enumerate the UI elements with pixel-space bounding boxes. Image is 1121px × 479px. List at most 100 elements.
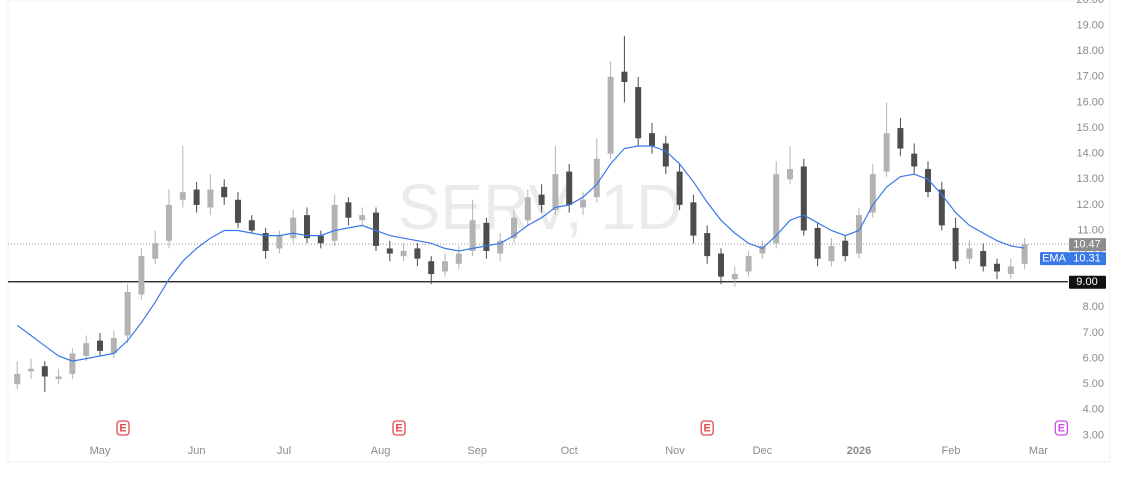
candle-body: [538, 194, 545, 205]
event-marker: [700, 420, 714, 436]
candle-body: [359, 215, 366, 221]
candle-body: [345, 202, 352, 218]
ema-value-label: 10.31: [1073, 252, 1101, 264]
event-label: E: [704, 422, 711, 434]
y-tick-label: 5.00: [1083, 378, 1104, 390]
candle-body: [400, 250, 407, 257]
candle-body: [994, 263, 1000, 272]
watermark: SERV, 1D: [398, 171, 683, 243]
candle-body: [580, 199, 586, 208]
candle-body: [635, 87, 642, 139]
y-tick-label: 15.00: [1076, 122, 1104, 134]
candle-body: [69, 353, 76, 374]
y-tick-label: 6.00: [1083, 352, 1104, 364]
candle-body: [745, 256, 752, 272]
event-marker: [1054, 420, 1069, 436]
x-tick-label: Nov: [665, 445, 685, 457]
level-label: 9.00: [1076, 276, 1097, 288]
candle-body: [373, 212, 379, 246]
event-label: E: [119, 422, 126, 434]
candle-body: [883, 133, 890, 172]
candle-body: [800, 166, 807, 231]
x-tick-label: Aug: [371, 445, 391, 457]
y-tick-label: 14.00: [1076, 148, 1104, 160]
x-tick-label: Mar: [1029, 445, 1048, 457]
candle-body: [566, 171, 573, 205]
candle-body: [97, 340, 103, 351]
y-tick-label: 17.00: [1076, 71, 1104, 83]
ema-value-box: [1069, 252, 1106, 266]
candle-body: [676, 171, 683, 205]
candle-body: [207, 189, 214, 208]
x-tick-label: Oct: [561, 445, 578, 457]
candle-body: [55, 376, 62, 380]
level-box: [1069, 275, 1106, 289]
candle-body: [497, 240, 504, 254]
candle-body: [552, 174, 559, 211]
y-tick-label: 19.00: [1076, 20, 1104, 32]
y-tick-label: 12.00: [1076, 199, 1104, 211]
y-tick-label: 18.00: [1076, 45, 1104, 57]
candle-body: [1007, 266, 1014, 275]
y-tick-label: 3.00: [1083, 429, 1104, 441]
candle-body: [14, 373, 21, 385]
event-marker: [116, 420, 130, 436]
candle-body: [856, 215, 862, 254]
x-tick-label: Jun: [188, 445, 206, 457]
event-label: E: [1058, 422, 1065, 434]
y-tick-label: 4.00: [1083, 404, 1104, 416]
candle-body: [193, 189, 200, 205]
candle-body: [152, 243, 159, 259]
candle-body: [442, 261, 448, 272]
candle-body: [414, 248, 421, 259]
candle-body: [731, 274, 738, 280]
candle-body: [773, 174, 780, 244]
ema-line: [16, 145, 1025, 362]
candle-body: [179, 192, 186, 200]
candle-body: [276, 235, 283, 249]
candle-body: [869, 174, 876, 213]
candle-body: [718, 253, 724, 277]
y-tick-label: 7.00: [1083, 327, 1104, 339]
candle-body: [1021, 244, 1028, 264]
candle-body: [386, 248, 393, 254]
last-price-label: 10.47: [1073, 238, 1101, 250]
candle-body: [759, 245, 766, 254]
candle-body: [925, 169, 931, 193]
candle-body: [304, 215, 310, 239]
ema-name: EMA: [1042, 252, 1067, 264]
candle-body: [897, 128, 904, 149]
candle-body: [704, 233, 711, 257]
candle-body: [262, 233, 269, 251]
last-price-box: [1069, 238, 1106, 252]
x-tick-label: 2026: [847, 445, 871, 457]
candle-body: [980, 250, 987, 267]
candle-body: [690, 202, 697, 236]
candle-body: [649, 133, 655, 146]
ema-name-box: [1040, 252, 1069, 266]
candle-body: [607, 76, 614, 154]
candle-body: [235, 199, 241, 223]
candle-body: [290, 217, 297, 239]
candle-body: [83, 343, 90, 356]
x-tick-label: Dec: [753, 445, 773, 457]
y-tick-label: 16.00: [1076, 96, 1104, 108]
candle-body: [966, 248, 973, 259]
candle-body: [166, 204, 172, 241]
candle-body: [483, 222, 490, 251]
x-tick-label: Feb: [942, 445, 961, 457]
candle-body: [469, 220, 476, 251]
candle-body: [317, 235, 324, 244]
candle-body: [842, 240, 849, 257]
candle-body: [124, 291, 131, 336]
candle-body: [428, 261, 435, 275]
candle-body: [787, 169, 793, 180]
candle-body: [911, 153, 918, 167]
candle-body: [621, 71, 628, 82]
candle-body: [938, 189, 945, 226]
y-tick-label: 20.00: [1076, 0, 1104, 6]
candle-body: [455, 253, 462, 264]
candle-body: [511, 217, 517, 239]
candle-body: [110, 338, 117, 354]
